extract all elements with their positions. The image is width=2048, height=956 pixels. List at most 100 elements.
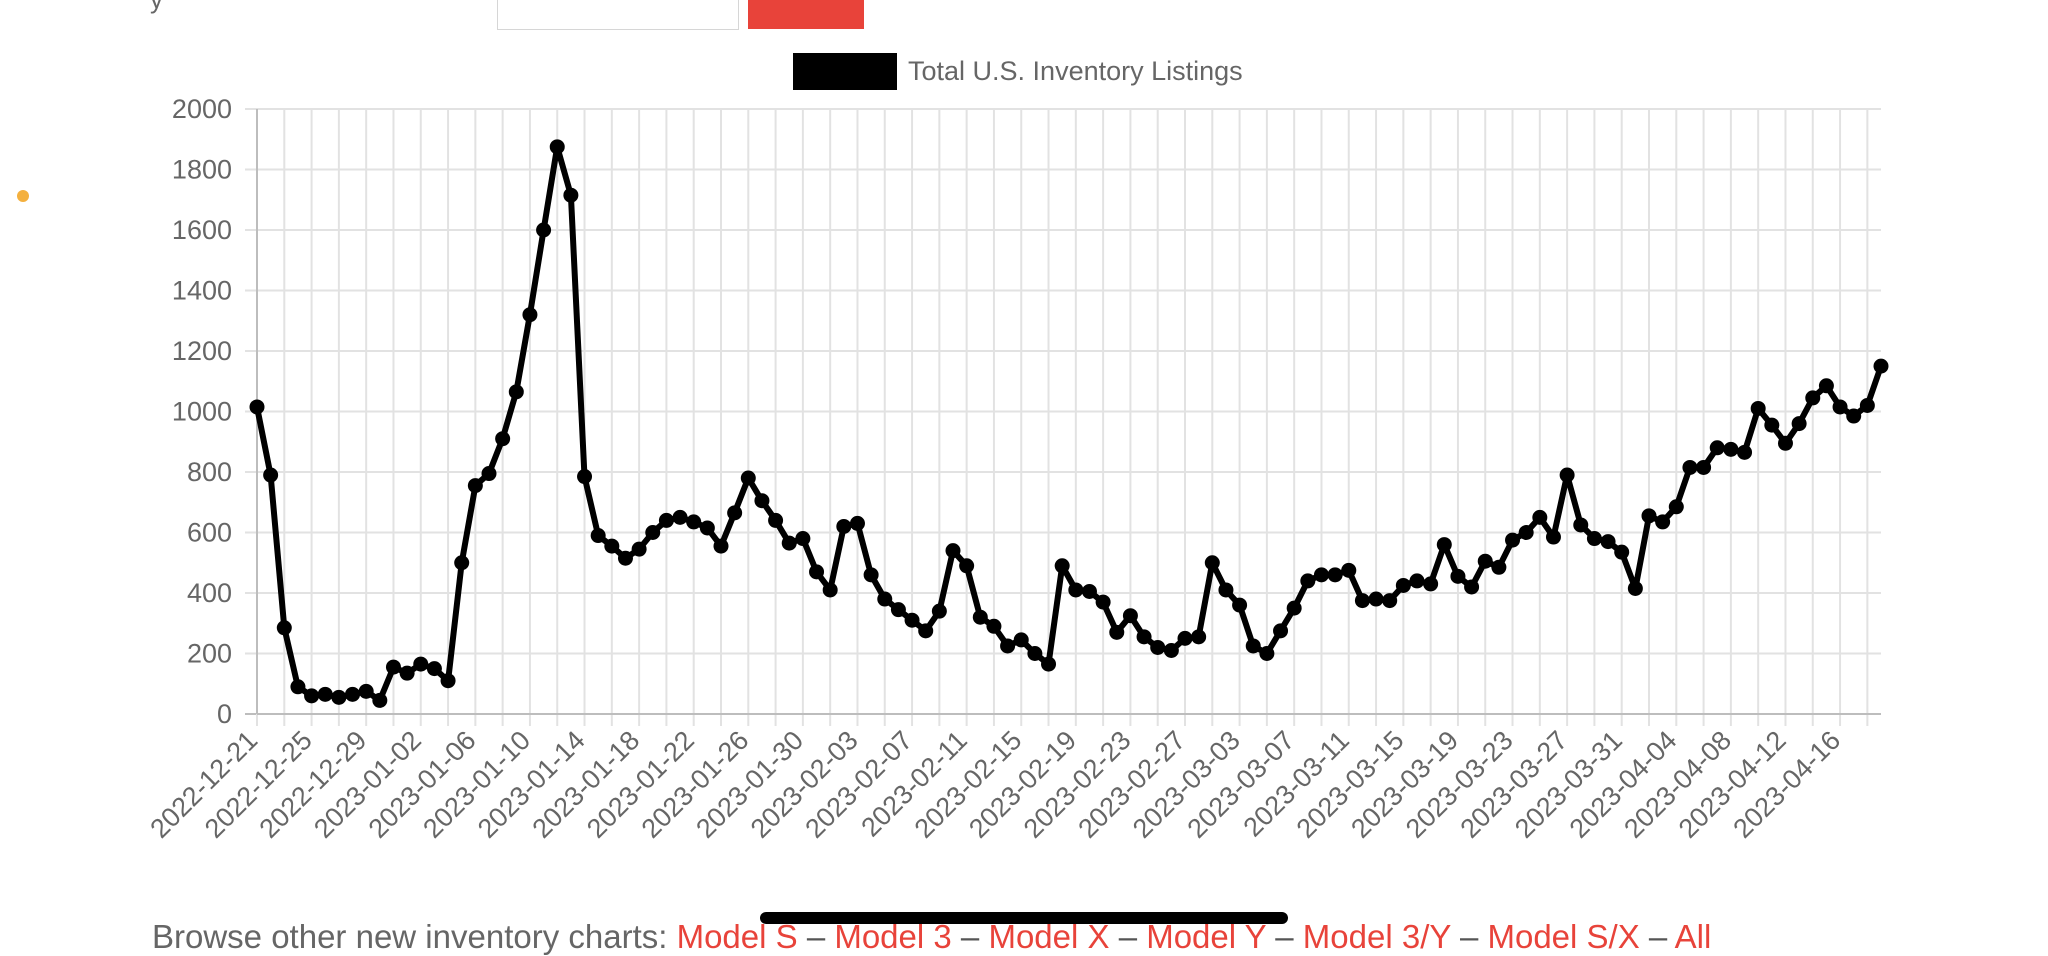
separator: –	[1459, 918, 1479, 955]
data-point	[754, 493, 770, 509]
y-tick-label: 1400	[172, 276, 232, 306]
y-tick-label: 800	[187, 457, 232, 487]
data-point	[508, 384, 524, 400]
data-point	[1791, 416, 1807, 432]
y-tick-label: 1200	[172, 336, 232, 366]
data-point	[1655, 514, 1671, 530]
data-point	[1395, 577, 1411, 593]
data-point	[672, 509, 688, 525]
data-point	[959, 558, 975, 574]
inventory-line-chart: 0 200 400 600 800 1000 1200 1400 1600 1800 2000 20…	[144, 53, 1889, 844]
data-point	[317, 686, 333, 702]
y-axis-ticks: 0 200 400 600 800 1000 1200 1400 1600 1800 2000	[172, 94, 232, 729]
data-point	[1750, 400, 1766, 416]
data-point	[1696, 459, 1712, 475]
chart-grid	[245, 108, 1881, 726]
link-model-3y[interactable]: Model 3/Y	[1302, 918, 1451, 955]
separator: –	[1648, 918, 1668, 955]
data-point	[1354, 593, 1370, 609]
status-dot-icon	[17, 190, 29, 202]
data-point	[290, 679, 306, 695]
legend-swatch	[793, 53, 897, 90]
data-point	[1532, 509, 1548, 525]
data-point	[263, 467, 279, 483]
data-point	[1464, 579, 1480, 595]
data-point	[440, 673, 456, 689]
data-point	[1573, 517, 1589, 533]
data-point	[604, 538, 620, 554]
data-point	[836, 518, 852, 534]
data-point	[1723, 441, 1739, 457]
data-point	[481, 466, 497, 482]
data-point	[1068, 582, 1084, 598]
data-point	[372, 692, 388, 708]
data-point	[1477, 553, 1493, 569]
data-point	[822, 582, 838, 598]
data-point	[385, 659, 401, 675]
data-point	[1450, 568, 1466, 584]
data-point	[1232, 597, 1248, 613]
data-point	[631, 541, 647, 557]
x-axis-ticks: 2022-12-212022-12-252022-12-292023-01-02…	[144, 725, 1846, 844]
data-point	[768, 512, 784, 528]
y-tick-label: 400	[187, 578, 232, 608]
y-tick-label: 200	[187, 639, 232, 669]
data-point	[1559, 467, 1575, 483]
data-point	[918, 623, 934, 639]
data-point	[1313, 567, 1329, 583]
data-point	[1177, 630, 1193, 646]
chart-legend: Total U.S. Inventory Listings	[793, 53, 1243, 90]
data-point	[549, 139, 565, 155]
y-tick-label: 1600	[172, 215, 232, 245]
data-point	[1109, 624, 1125, 640]
data-point	[699, 520, 715, 536]
y-tick-label: 0	[217, 699, 232, 729]
data-point	[1600, 534, 1616, 550]
data-point	[972, 609, 988, 625]
data-point	[781, 535, 797, 551]
data-point	[345, 686, 361, 702]
data-point	[931, 603, 947, 619]
data-point	[1668, 499, 1684, 515]
data-point	[1382, 593, 1398, 609]
data-point	[1409, 573, 1425, 589]
series-points	[249, 139, 1889, 708]
data-point	[1163, 642, 1179, 658]
legend-label: Total U.S. Inventory Listings	[908, 56, 1243, 86]
data-point	[304, 688, 320, 704]
data-point	[863, 567, 879, 583]
filter-input[interactable]	[497, 0, 739, 30]
data-point	[1518, 525, 1534, 540]
data-point	[1586, 531, 1602, 547]
y-tick-label: 600	[187, 518, 232, 548]
y-tick-label: 1000	[172, 397, 232, 427]
y-tick-label: 1800	[172, 155, 232, 185]
data-point	[1682, 459, 1698, 475]
data-point	[1846, 408, 1862, 424]
filter-label: y	[150, 0, 163, 15]
data-point	[1259, 646, 1275, 661]
data-point	[740, 470, 756, 486]
data-point	[849, 515, 865, 531]
data-point	[1095, 594, 1111, 610]
data-point	[1545, 529, 1561, 545]
home-indicator	[760, 912, 1288, 924]
data-point	[1327, 567, 1343, 583]
data-point	[795, 531, 811, 547]
data-point	[1818, 378, 1834, 394]
data-point	[617, 550, 633, 566]
data-point	[426, 661, 442, 677]
data-point	[713, 538, 729, 554]
data-point	[1136, 629, 1152, 645]
submit-button[interactable]	[748, 0, 864, 29]
data-point	[1204, 555, 1220, 571]
data-point	[399, 665, 415, 681]
data-point	[1764, 417, 1780, 433]
link-model-sx[interactable]: Model S/X	[1487, 918, 1640, 955]
data-point	[454, 555, 470, 571]
data-point	[1273, 623, 1289, 639]
data-point	[1641, 508, 1657, 524]
data-point	[522, 307, 538, 323]
data-point	[495, 431, 511, 447]
link-all[interactable]: All	[1674, 918, 1712, 955]
